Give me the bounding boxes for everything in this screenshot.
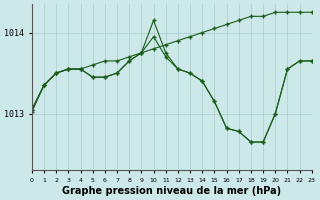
X-axis label: Graphe pression niveau de la mer (hPa): Graphe pression niveau de la mer (hPa) (62, 186, 281, 196)
